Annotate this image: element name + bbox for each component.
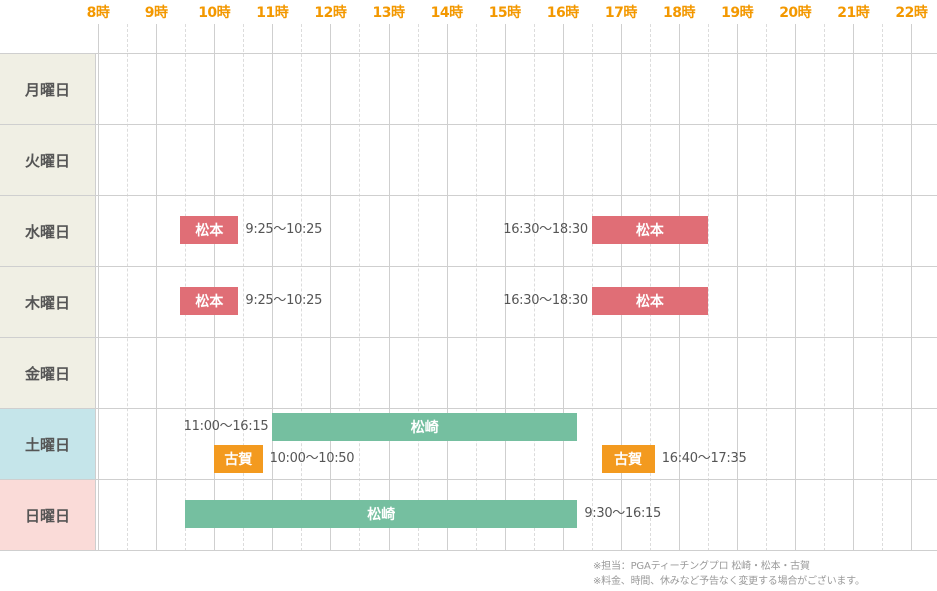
grid-line-hour: [853, 24, 854, 551]
hour-label: 22時: [895, 5, 928, 21]
grid-line-half: [766, 24, 767, 551]
day-label: 水曜日: [0, 196, 96, 266]
schedule-bar: 松崎: [272, 413, 578, 441]
schedule-bar: 松本: [591, 216, 709, 244]
schedule-bar: 古賀: [601, 445, 655, 473]
hour-label: 17時: [604, 5, 637, 21]
grid-line-hour: [272, 24, 273, 551]
grid-row-line: [0, 266, 937, 267]
grid-line-hour: [330, 24, 331, 551]
hour-label: 16時: [546, 5, 579, 21]
note-instructors: ※担当：PGAティーチングプロ 松崎・松本・古賀: [593, 561, 810, 572]
grid-row-line: [0, 53, 937, 54]
schedule-time: 16:30〜18:30: [503, 222, 588, 237]
schedule-time: 9:25〜10:25: [245, 293, 323, 308]
grid-line-half: [301, 24, 302, 551]
grid-line-half: [534, 24, 535, 551]
grid-line-hour: [156, 24, 157, 551]
grid-line-half: [882, 24, 883, 551]
grid-line-hour: [911, 24, 912, 551]
schedule-time: 11:00〜16:15: [183, 419, 269, 434]
day-label: 木曜日: [0, 267, 96, 337]
grid-row-line: [0, 195, 937, 196]
grid-line-hour: [563, 24, 564, 551]
hour-label: 21時: [837, 5, 870, 21]
grid-line-hour: [505, 24, 506, 551]
schedule-time: 9:25〜10:25: [245, 222, 323, 237]
grid-row-line: [0, 337, 937, 338]
hour-label: 18時: [663, 5, 695, 21]
grid-line-hour: [447, 24, 448, 551]
hour-label: 10時: [198, 5, 231, 21]
day-label: 火曜日: [0, 125, 96, 195]
grid-line-half: [708, 24, 709, 551]
schedule-time: 16:40〜17:35: [661, 451, 747, 466]
grid-line-half: [243, 24, 244, 551]
day-label: 土曜日: [0, 409, 96, 479]
day-label: 日曜日: [0, 480, 96, 550]
day-label: 金曜日: [0, 338, 96, 408]
grid-row-line: [0, 479, 937, 480]
hour-label: 19時: [721, 5, 754, 21]
hour-header: 8時 9時 10時 11時 12時 13時 14時 15時 16時 17時 18時 19時 20時 21時…: [0, 0, 937, 24]
hour-label: 20時: [779, 5, 812, 21]
hour-label: 14時: [430, 5, 463, 21]
day-label: 月曜日: [0, 54, 96, 124]
grid-line-half: [127, 24, 128, 551]
note-disclaimer: ※料金、時間、休みなど予告なく変更する場合がございます。: [593, 576, 865, 587]
grid-line-half: [359, 24, 360, 551]
grid-row-line: [0, 124, 937, 125]
hour-label: 8時: [86, 5, 110, 21]
schedule-time: 9:30〜16:15: [584, 506, 661, 521]
schedule-time: 10:00〜10:50: [269, 451, 355, 466]
schedule-bar: 松崎: [185, 500, 578, 528]
hour-label: 13時: [372, 5, 405, 21]
grid-line-hour: [389, 24, 390, 551]
grid-line-half: [476, 24, 477, 551]
schedule-bar: 松本: [180, 216, 239, 244]
grid-line-hour: [98, 24, 99, 551]
grid-line-hour: [795, 24, 796, 551]
schedule-bar: 古賀: [214, 445, 263, 473]
hour-label: 11時: [256, 5, 289, 21]
grid-line-half: [824, 24, 825, 551]
schedule-bar: 松本: [180, 287, 239, 315]
schedule-bar: 松本: [591, 287, 709, 315]
hour-label: 9時: [144, 5, 168, 21]
grid-row-line: [0, 550, 937, 551]
schedule-time: 16:30〜18:30: [503, 293, 588, 308]
grid-row-line: [0, 408, 937, 409]
grid-line-half: [418, 24, 419, 551]
hour-label: 15時: [488, 5, 521, 21]
hour-label: 12時: [314, 5, 347, 21]
grid-line-hour: [737, 24, 738, 551]
